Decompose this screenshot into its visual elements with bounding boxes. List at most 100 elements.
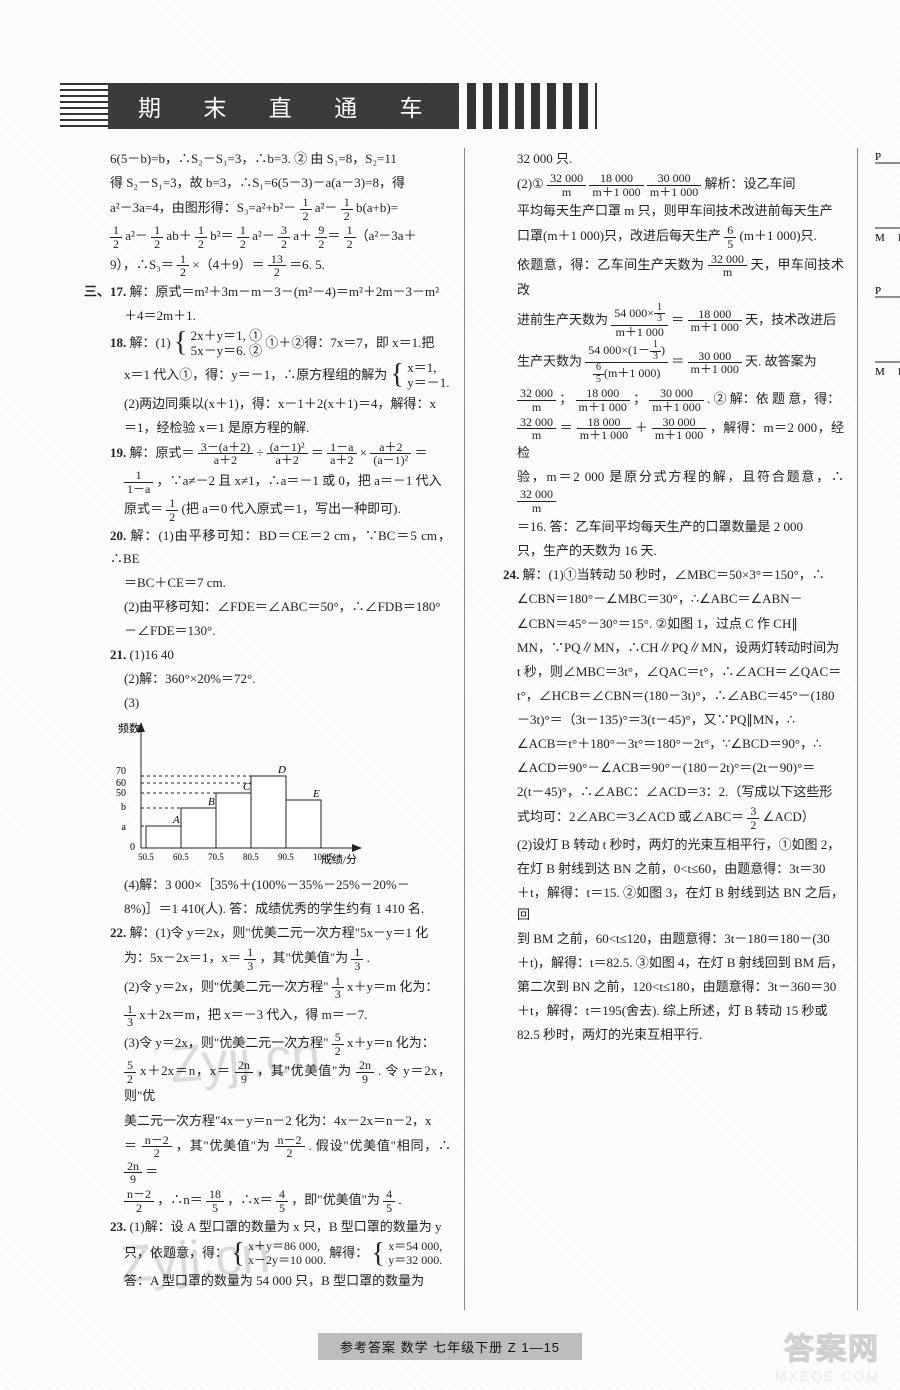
text: b²＝ (207, 228, 234, 243)
fraction: 12 (177, 253, 189, 279)
line: ＝ n－22 ，其"优美值"为 n－22 . 假设"优美值"相同，∴ 2n9 ＝ (84, 1134, 451, 1186)
diagram-set-caption: （第 24 题图） (870, 417, 900, 437)
equation: x＋y＝86 000, (248, 1240, 326, 1254)
line: 32 000m ； 18 000m＋1 000 ； 30 000m＋1 000 … (477, 387, 844, 413)
text: (2)令 y＝2x，则"优美二元一次方程" (124, 979, 329, 994)
svg-text:70.5: 70.5 (208, 852, 224, 862)
diagram-caption: 图1 (870, 252, 900, 272)
text: 解：(1)令 y＝2x，则"优美二元一次方程"5x－y＝1 化 (126, 925, 428, 940)
line: 19. 解：原式＝ 3－(a＋2)a＋2 ÷ (a－1)²a＋2 ＝ 1－aa＋… (84, 441, 451, 467)
question-number: 20. (110, 528, 126, 543)
question-number: 24. (503, 567, 519, 582)
fraction: 18 000m＋1 000 (589, 172, 643, 198)
text: a²－ (249, 228, 275, 243)
equation: x＝54 000, (388, 1240, 442, 1254)
text: 解：原式＝ (130, 445, 195, 460)
text: (把 a＝0 代入原式＝1，写出一种即可). (182, 501, 401, 516)
fraction: 32 000m (517, 488, 556, 514)
line: (3) (84, 692, 451, 714)
fraction: 45 (383, 1188, 395, 1214)
text: a＋ (290, 228, 312, 243)
text: x＋y＝n 化为： (347, 1035, 435, 1050)
text: ①＋②得：7x＝7，即 x＝1.把 (265, 335, 434, 350)
line: (3)令 y＝2x，则"优美二元一次方程" 52 x＋y＝n 化为： (84, 1031, 451, 1057)
fraction: 32 000m (517, 387, 556, 413)
fraction: 2n9 (356, 1059, 374, 1085)
text: ×（4＋9）＝ (192, 257, 264, 272)
text: 依题意，得：乙车间生产天数为 (517, 257, 704, 272)
brace-icon: { (174, 335, 187, 352)
question-number: 23. (110, 1219, 126, 1234)
fraction: 45 (276, 1188, 288, 1214)
line: 原式＝ 12 (把 a＝0 代入原式＝1，写出一种即可). (84, 497, 451, 523)
line: 18. 解：(1) { 2x＋y＝1, ① 5x－y＝6. ② ①＋②得：7x＝… (84, 329, 451, 359)
text: （a²－3a＋ (356, 228, 417, 243)
line: 进前生产天数为 54 000×13 m＋1 000 ＝ 18 000m＋1 00… (477, 303, 844, 339)
line: ＋t，解得：t＝15. ②如图 3，在灯 B 射线到达 BN 之后，回 (477, 882, 844, 926)
equation: 5x－y＝6. ② (191, 344, 263, 359)
fraction: 32 (747, 805, 759, 831)
svg-text:70: 70 (116, 766, 126, 777)
fraction: 52 (332, 1031, 344, 1057)
line: 32 000 只. (477, 148, 844, 170)
line: 式均可：2∠ABC＝3∠ACD 或∠ABC＝ 32 ∠ACD） (477, 805, 844, 831)
brace-icon: { (391, 367, 404, 384)
text: ＝ (311, 445, 324, 460)
line: (4)解：3 000×［35%＋(100%－35%－25%－20%－ (84, 874, 451, 896)
histogram-chart: 频数 成绩/分 a b 50 60 70 0 ABCD (106, 718, 451, 868)
line: 13 x＋2x＝m，把 x＝－3 代入，得 m＝－7. (84, 1003, 451, 1029)
svg-text:P: P (875, 285, 881, 297)
question-number: 19. (110, 445, 126, 460)
text: 只，依题意，得： (124, 1245, 228, 1260)
svg-text:50.5: 50.5 (138, 852, 154, 862)
svg-text:M: M (875, 366, 885, 377)
diagram-1: P A D Q M B N H C 图1 (870, 148, 900, 272)
text: . (367, 951, 370, 966)
line: 到 BM 之前，60<t≤120，由题意得：3t－180＝180－(30 (477, 928, 844, 950)
line: ＝1，经检验 x＝1 是原方程的解. (84, 417, 451, 439)
line: ∠ACD＝90°－∠ACB＝90°－(180－2t)°＝(2t－90)°＝ (477, 757, 844, 779)
text: ，其"优美值"为 (176, 1138, 271, 1153)
fraction: 13 (244, 946, 256, 972)
svg-text:80.5: 80.5 (243, 852, 259, 862)
line: 美二元一次方程"4x－y＝n－2 化为：4x－2x＝n－2，x (84, 1110, 451, 1132)
fraction: 30 000m＋1 000 (649, 387, 703, 413)
line: x＝1 代入①，得：y＝－1，∴原方程组的解为 { x＝1, y＝－1. (84, 361, 451, 391)
text: ＝ (327, 228, 340, 243)
text: 式均可：2∠ABC＝3∠ACD 或∠ABC＝ (517, 809, 744, 824)
svg-text:90.5: 90.5 (278, 852, 294, 862)
text: × (360, 445, 367, 460)
line: 8%)］＝1 410(人). 答：成绩优秀的学生约有 1 410 名. (84, 898, 451, 920)
text: a²－ (315, 200, 338, 215)
text: ，∵a≠－2 且 x≠1，∴a＝－1 或 0，把 a＝－1 代入 (157, 473, 442, 488)
brace-icon: { (372, 1246, 385, 1263)
svg-text:C: C (243, 781, 251, 793)
text: 解析：设乙车间 (705, 176, 796, 191)
svg-text:P: P (875, 151, 881, 163)
text: ＝ (145, 1164, 158, 1179)
text: ＝ (124, 1138, 138, 1153)
text: (1)解：设 A 型口罩的数量为 x 只，B 型口罩的数量为 y (126, 1219, 441, 1234)
line: 82.5 秒时，两灯的光束互相平行. (477, 1024, 844, 1046)
line: ＋t，解得：t＝195(舍去). 综上所述，灯 B 转动 15 秒或 (477, 1000, 844, 1022)
line: 在灯 B 射线到达 BN 之前，0<t≤60，由题意得：3t＝30 (477, 858, 844, 880)
line: 答：A 型口罩的数量为 54 000 只，B 型口罩的数量为 (84, 1270, 451, 1292)
fraction: 18 000m＋1 000 (688, 308, 742, 334)
axis-label: 频数 (118, 721, 140, 735)
text: a²－3a=4，由图形得：S₃=a²+b²－ (110, 200, 296, 215)
text: 进前生产天数为 (517, 312, 608, 327)
fraction: 32 000m (547, 172, 586, 198)
fraction: 3－(a＋2)a＋2 (198, 441, 253, 467)
header-bars-right (467, 83, 597, 129)
line: 生产天数为 54 000×(1－13) 65(m＋1 000) ＝ 30 000… (477, 340, 844, 385)
fraction: n－22 (124, 1188, 154, 1214)
brace-icon: { (231, 1246, 244, 1263)
text: 原式＝ (124, 501, 163, 516)
line: 24. 解：(1)①当转动 50 秒时，∠MBC＝50×3°＝150°，∴ (477, 564, 844, 586)
svg-text:b: b (121, 802, 126, 813)
text: 为：5x－2x＝1，x＝ (124, 951, 241, 966)
fraction: 1－aa＋2 (327, 441, 356, 467)
text: ＝6. 5. (289, 257, 325, 272)
diagram-grid: P A D Q M B N H C 图1 (870, 148, 900, 437)
svg-text:a: a (122, 822, 127, 833)
